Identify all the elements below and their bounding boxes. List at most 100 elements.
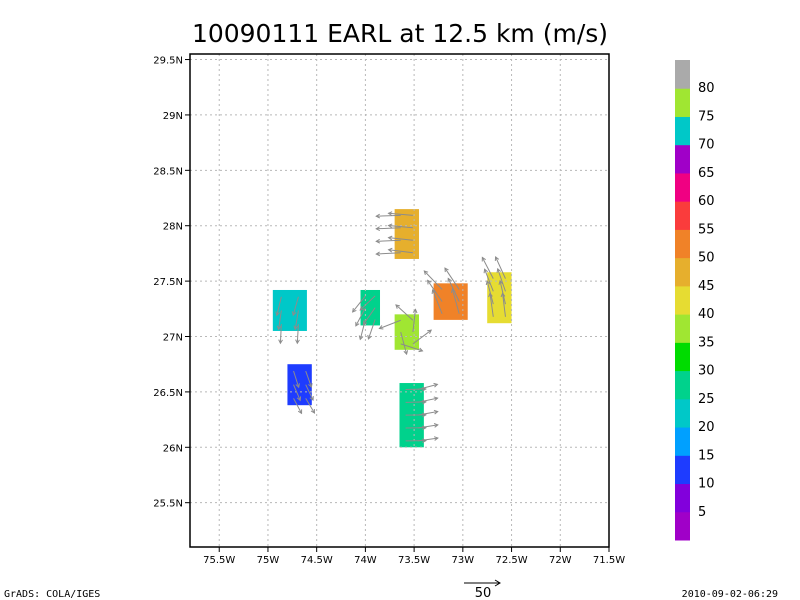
colorbar-swatch <box>675 229 690 259</box>
chart-title: 10090111 EARL at 12.5 km (m/s) <box>192 19 608 48</box>
wind-vector-head <box>403 350 409 356</box>
wind-vector <box>379 319 401 329</box>
wind-vector-head <box>367 334 372 340</box>
x-tick-label: 74W <box>354 555 377 566</box>
wind-vector <box>400 331 408 355</box>
wind-vector <box>395 304 414 321</box>
colorbar-label: 55 <box>698 222 715 237</box>
wind-vector <box>423 270 443 290</box>
colorbar-label: 75 <box>698 109 715 124</box>
x-tick-label: 75W <box>257 555 280 566</box>
wind-vector-head <box>422 412 427 418</box>
x-tick-label: 73W <box>452 555 475 566</box>
wind-vector-head <box>309 396 314 402</box>
wind-region-3 <box>394 314 419 350</box>
wind-vector <box>305 370 312 388</box>
wind-vector <box>292 296 299 316</box>
x-tick-label: 75.5W <box>203 555 235 566</box>
wind-vector-head <box>293 325 299 331</box>
wind-vector <box>305 384 314 401</box>
wind-vector <box>278 310 282 330</box>
wind-vector-head <box>387 235 393 241</box>
y-tick-label: 26N <box>163 443 183 454</box>
wind-vector-head <box>375 226 381 232</box>
wind-vector-head <box>310 408 316 414</box>
colorbar-label: 70 <box>698 138 715 153</box>
reference-vector-label: 50 <box>475 586 492 600</box>
y-tick-label: 27.5N <box>153 277 183 288</box>
wind-vector <box>276 296 282 316</box>
colorbar-swatch <box>675 398 690 428</box>
wind-vector-head <box>375 238 381 244</box>
colorbar-swatch <box>675 483 690 513</box>
wind-vector-head <box>433 382 439 388</box>
wind-vector-head <box>291 311 297 317</box>
wind-vector <box>495 256 506 279</box>
wind-vector-head <box>375 213 381 219</box>
wind-vectors <box>275 211 506 444</box>
y-tick-label: 28N <box>163 222 183 233</box>
wind-vector <box>367 319 376 340</box>
grid-lines <box>190 54 609 547</box>
wind-vector-head <box>494 256 500 261</box>
wind-vector-head <box>295 339 300 345</box>
wind-vector <box>412 309 416 333</box>
wind-vector-head <box>387 211 393 216</box>
wind-vector-head <box>485 280 491 286</box>
wind-vector <box>451 288 460 314</box>
wind-vector <box>388 249 413 254</box>
wind-vector <box>293 398 303 414</box>
wind-vector-head <box>412 308 418 314</box>
colorbar-swatch <box>675 257 690 287</box>
colorbar-swatch <box>675 172 690 202</box>
wind-vector-head <box>275 311 280 317</box>
wind-vector <box>362 307 376 325</box>
wind-vector <box>497 268 506 292</box>
wind-vector <box>376 239 401 242</box>
colorbar-label: 20 <box>698 420 715 435</box>
colorbar-label: 5 <box>698 505 706 520</box>
colorbar-label: 35 <box>698 335 715 350</box>
wind-vector <box>376 252 401 255</box>
colorbar-label: 15 <box>698 448 715 463</box>
wind-vector <box>417 397 438 403</box>
wind-vector <box>499 280 506 305</box>
wind-vector <box>432 289 443 314</box>
wind-vector-head <box>498 279 504 285</box>
wind-vector <box>305 398 315 414</box>
wind-vector-head <box>387 247 393 253</box>
wind-vector <box>417 424 438 429</box>
wind-vector <box>486 280 494 305</box>
wind-vector <box>293 384 301 401</box>
x-tick-label: 74.5W <box>301 555 333 566</box>
wind-vector-head <box>431 288 437 294</box>
colorbar-swatch <box>675 88 690 117</box>
wind-vector <box>279 324 282 344</box>
wind-vector <box>388 212 413 216</box>
colorbar: 5 10 15 20 25 30 35 40 45 50 55 60 65 70 75 80 <box>675 60 715 541</box>
wind-vector <box>296 324 299 344</box>
footer-credit: GrADS: COLA/IGES <box>4 589 100 600</box>
colorbar-label: 25 <box>698 392 715 407</box>
wind-vector-head <box>496 267 502 273</box>
colorbar-swatch <box>675 342 690 372</box>
wind-vector <box>484 269 494 292</box>
wind-vector-head <box>276 325 282 331</box>
x-axis-ticks: 75.5W 75W 74.5W 74W 73.5W 73W 72.5W 72W 71.5W <box>203 547 625 566</box>
wind-vector <box>427 280 443 302</box>
colorbar-swatch <box>675 314 690 343</box>
wind-vector-head <box>278 339 283 345</box>
wind-vector <box>388 225 413 229</box>
y-tick-label: 29.5N <box>153 56 183 67</box>
colorbar-swatch <box>675 427 690 456</box>
wind-vector-head <box>295 383 300 389</box>
wind-vector-head <box>395 304 400 309</box>
wind-vector-head <box>444 267 449 273</box>
colorbar-swatch <box>675 144 690 174</box>
wind-vector-head <box>296 396 302 402</box>
plot-area <box>272 209 512 448</box>
x-tick-label: 72.5W <box>495 555 527 566</box>
colorbar-label: 40 <box>698 307 715 322</box>
colorbar-swatch <box>675 455 690 485</box>
